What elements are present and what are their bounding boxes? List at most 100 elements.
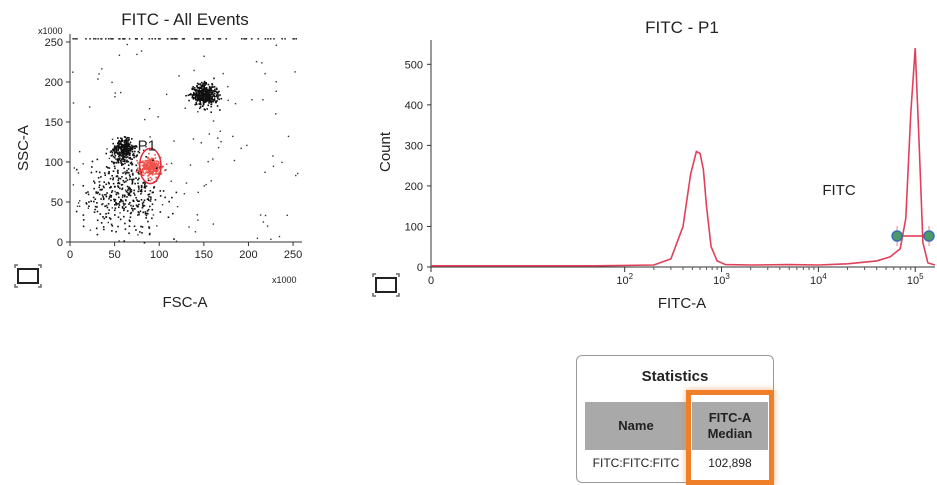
scatter-x-tick-label: 150 <box>195 249 213 261</box>
scatter-point <box>147 193 150 196</box>
scatter-point <box>122 146 124 149</box>
scatter-point <box>149 158 151 160</box>
scatter-point <box>197 111 199 113</box>
scatter-point <box>200 87 203 90</box>
scatter-point <box>142 201 145 203</box>
scatter-gate[interactable]: P1 <box>138 137 162 185</box>
scatter-point <box>136 167 139 170</box>
scatter-point <box>144 182 147 184</box>
scatter-x-multiplier: x1000 <box>272 275 297 285</box>
scatter-point <box>75 210 78 213</box>
scatter-point <box>122 144 125 147</box>
scatter-point <box>245 38 248 40</box>
scatter-point <box>198 89 201 91</box>
scatter-point <box>192 88 194 90</box>
scatter-point <box>77 202 80 204</box>
scatter-point <box>155 167 158 170</box>
scatter-point <box>136 169 138 171</box>
scatter-point <box>133 192 135 194</box>
scatter-point <box>154 165 157 168</box>
scatter-y-tick-label: 50 <box>51 197 63 209</box>
scatter-point <box>295 38 298 40</box>
scatter-point <box>135 196 137 199</box>
scatter-point <box>216 92 219 94</box>
scatter-point <box>166 38 169 40</box>
rectangle-gate-icon[interactable] <box>13 263 43 289</box>
scatter-point <box>124 136 127 138</box>
scatter-point <box>85 202 88 204</box>
scatter-point <box>141 168 144 171</box>
scatter-point <box>215 101 217 104</box>
scatter-point <box>202 85 205 88</box>
scatter-point <box>126 148 129 150</box>
scatter-point <box>125 154 128 157</box>
rectangle-gate-icon[interactable] <box>371 272 401 298</box>
scatter-point <box>185 182 188 184</box>
scatter-point <box>127 187 130 190</box>
scatter-point <box>120 161 122 163</box>
scatter-point <box>272 165 275 168</box>
scatter-point <box>117 206 120 209</box>
scatter-point <box>117 182 119 185</box>
scatter-point <box>108 197 110 200</box>
scatter-point <box>167 216 170 219</box>
scatter-point <box>149 170 152 173</box>
scatter-point <box>216 96 219 98</box>
scatter-axes: 0 50 100 150 200 250 0 50 100 150 200 250 <box>45 34 302 261</box>
histogram-x-tick-label: 103 <box>713 272 730 287</box>
scatter-point <box>117 148 120 151</box>
scatter-point <box>129 216 132 219</box>
scatter-point <box>125 142 127 145</box>
scatter-point <box>206 93 209 96</box>
scatter-point <box>199 100 201 102</box>
scatter-point <box>210 101 213 103</box>
scatter-point <box>130 204 132 207</box>
scatter-point <box>145 214 148 217</box>
scatter-point <box>151 217 153 220</box>
scatter-point <box>130 190 133 193</box>
scatter-point <box>148 226 150 228</box>
scatter-point <box>78 205 81 207</box>
scatter-point <box>195 101 197 104</box>
scatter-point <box>124 149 127 151</box>
scatter-point <box>131 163 134 165</box>
scatter-point <box>130 138 133 140</box>
scatter-point <box>202 96 205 99</box>
marker-handle <box>891 230 903 242</box>
scatter-point <box>200 142 202 144</box>
scatter-point <box>205 93 208 96</box>
scatter-point <box>212 98 214 101</box>
scatter-point <box>118 204 121 206</box>
scatter-point <box>135 155 137 158</box>
scatter-point <box>199 103 201 105</box>
scatter-point <box>119 140 122 143</box>
scatter-point <box>134 182 136 185</box>
scatter-point <box>205 82 208 84</box>
scatter-point <box>140 50 143 52</box>
scatter-point <box>140 190 143 193</box>
scatter-point <box>149 171 152 174</box>
scatter-point <box>159 211 162 213</box>
histogram-marker[interactable] <box>891 226 935 246</box>
scatter-point <box>198 99 200 102</box>
scatter-point <box>112 142 115 145</box>
histogram-y-tick-label: 0 <box>417 262 423 274</box>
scatter-point <box>266 225 269 227</box>
scatter-point <box>141 226 144 228</box>
scatter-point <box>142 171 145 174</box>
scatter-point <box>113 149 115 152</box>
scatter-point <box>102 216 104 218</box>
scatter-point <box>146 212 149 215</box>
scatter-point <box>118 202 120 205</box>
scatter-point <box>295 174 297 177</box>
scatter-point <box>118 151 121 154</box>
scatter-point <box>89 229 92 231</box>
scatter-point <box>109 151 112 153</box>
scatter-point <box>123 143 126 146</box>
scatter-point <box>191 88 194 91</box>
scatter-point <box>210 111 212 114</box>
scatter-point <box>270 238 272 240</box>
scatter-point <box>128 225 131 228</box>
scatter-point <box>278 235 281 238</box>
